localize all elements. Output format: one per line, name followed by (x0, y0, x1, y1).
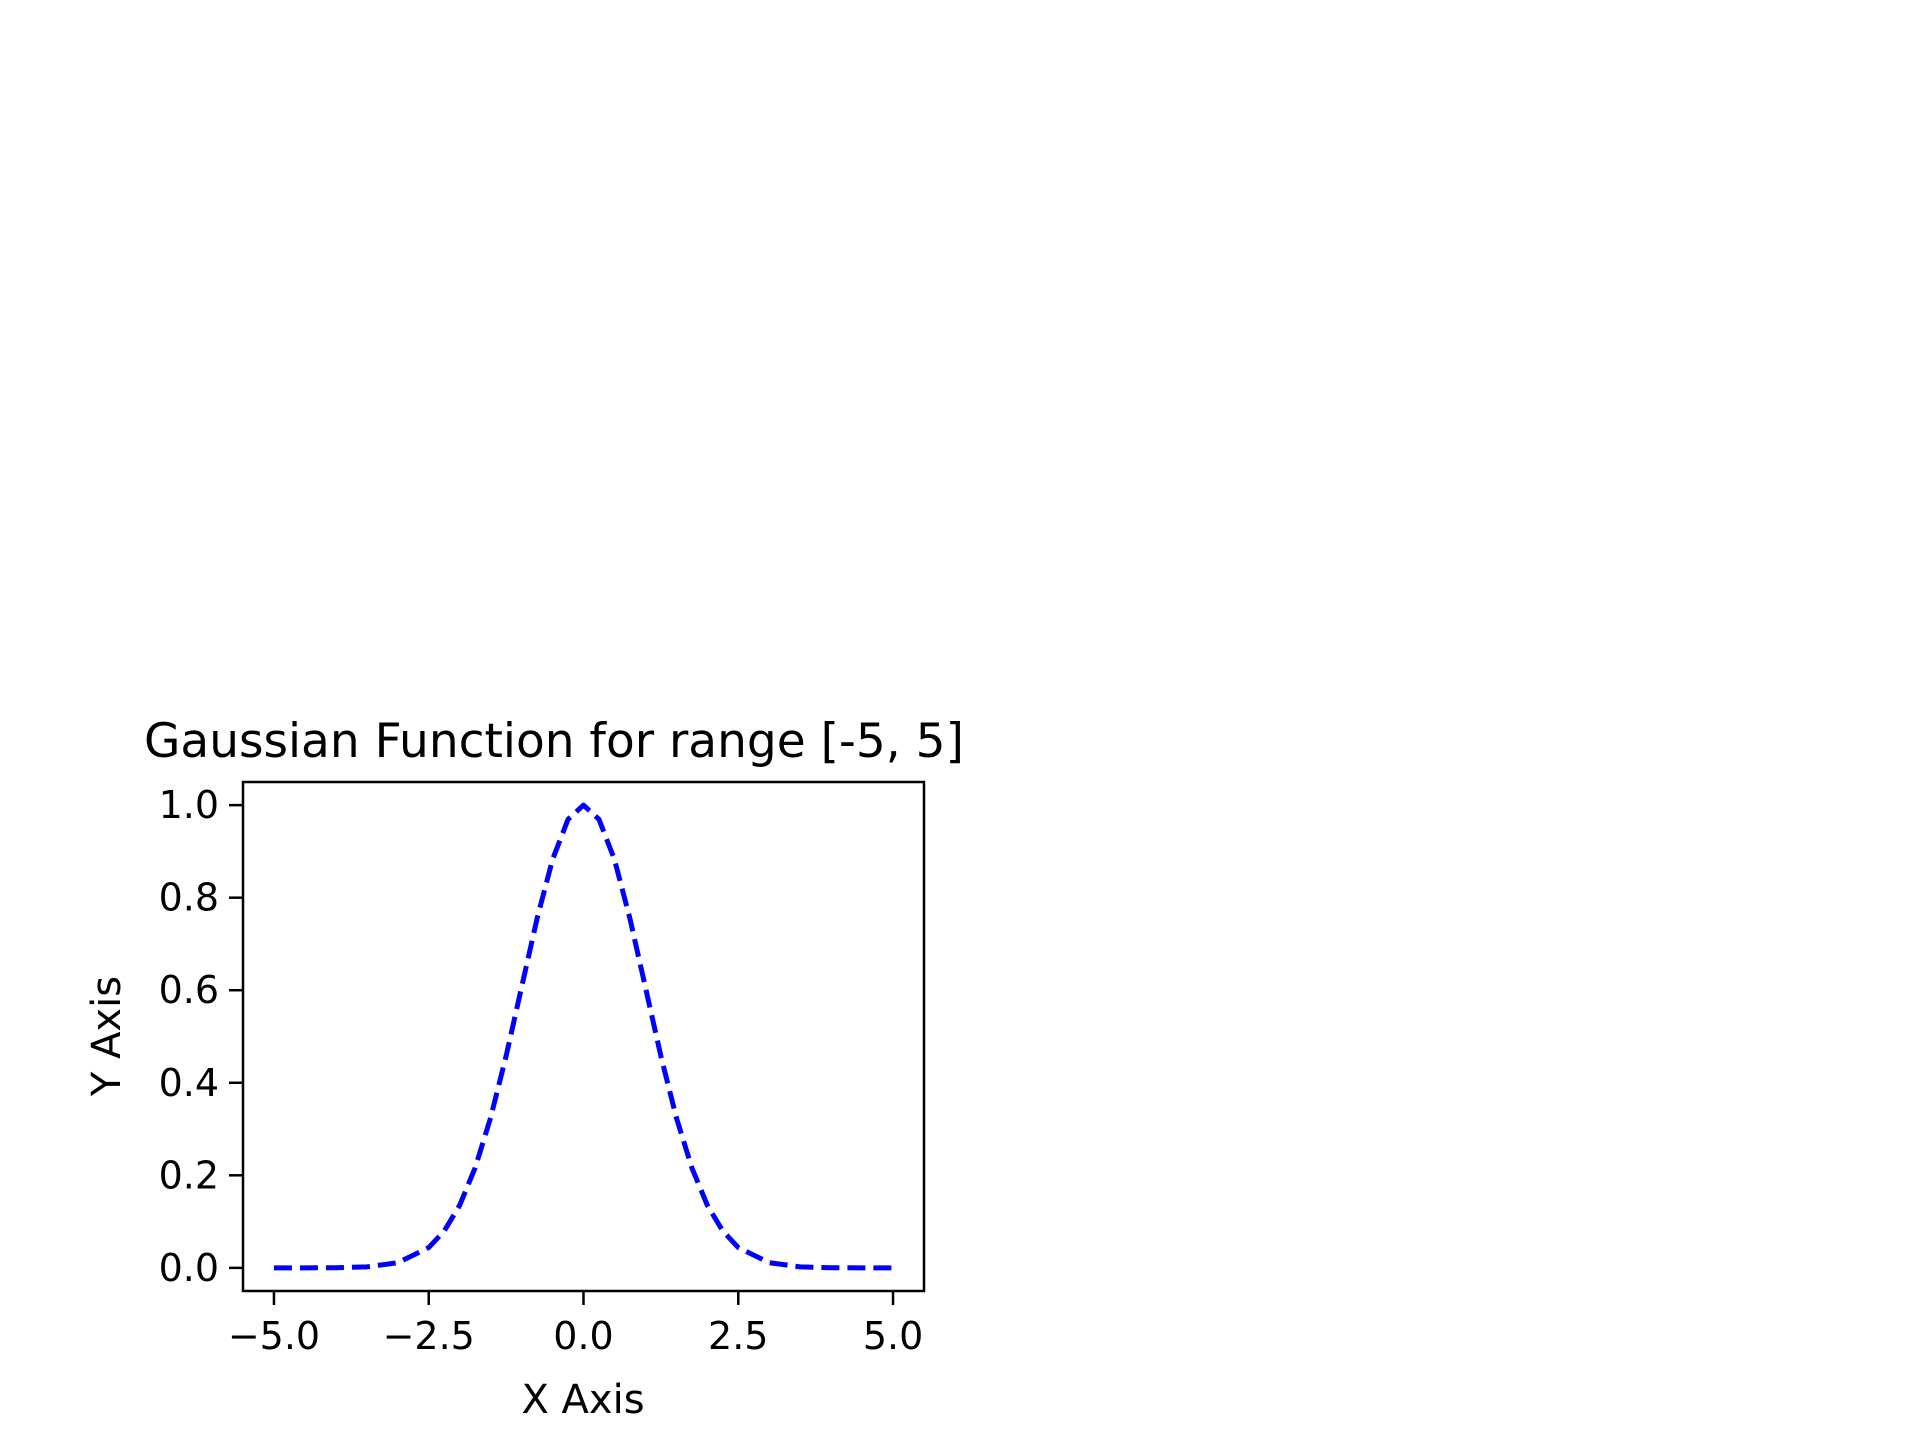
gaussian-series-line (273, 802, 894, 1271)
y-tick-label: 0.2 (159, 1153, 219, 1197)
x-tick-label: 2.5 (708, 1314, 768, 1358)
y-tick-label: 0.8 (159, 876, 219, 920)
x-tick-label: 0.0 (553, 1314, 613, 1358)
x-axis-label: X Axis (521, 1377, 644, 1423)
x-tick-label: −2.5 (383, 1314, 475, 1358)
x-axis-ticks: −5.0 −2.5 0.0 2.5 5.0 (228, 1291, 923, 1358)
y-tick-label: 0.6 (159, 968, 219, 1012)
y-axis-ticks: 0.0 0.2 0.4 0.6 0.8 1.0 (159, 783, 243, 1290)
plot-area (241, 780, 926, 1293)
y-axis-label: Y Axis (84, 976, 130, 1097)
plot-frame (241, 780, 926, 1293)
y-tick-label: 0.0 (159, 1246, 219, 1290)
chart-title: Gaussian Function for range [-5, 5] (144, 714, 964, 769)
series-layer (273, 802, 894, 1271)
x-tick-label: −5.0 (228, 1314, 320, 1358)
x-tick-label: 5.0 (863, 1314, 923, 1358)
y-tick-label: 0.4 (159, 1061, 219, 1105)
y-tick-label: 1.0 (159, 783, 219, 827)
